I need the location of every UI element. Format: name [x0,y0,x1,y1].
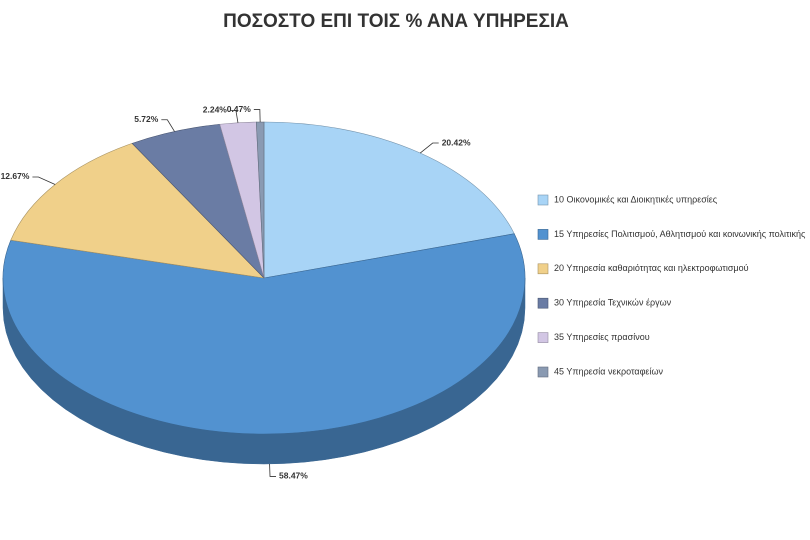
leader-line [32,176,56,185]
legend-swatch [537,332,549,343]
legend-swatch [537,297,549,309]
value-label: 20.42% [442,137,471,147]
value-label: 2.24% [203,105,228,115]
legend-label: 35 Υπηρεσίες πρασίνου [554,332,650,342]
legend-label: 10 Οικονομικές και Διοικητικές υπηρεσίες [554,194,718,204]
legend-swatch [537,229,549,240]
value-label: 5.72% [134,114,159,124]
value-label: 12.67% [1,171,30,181]
leader-line [161,119,175,132]
leader-line [269,463,277,477]
legend-swatch [537,194,549,206]
slice [263,121,515,279]
chart-title: ΠΟΣΟΣΤΟ ΕΠΙ ΤΟΙΣ % ΑΝΑ ΥΠΗΡΕΣΙΑ [223,11,569,32]
value-label: 0.47% [227,104,252,114]
legend-swatch [537,366,549,378]
legend-swatch [537,263,549,275]
leader-line [253,109,261,123]
legend-label: 15 Υπηρεσίες Πολιτισμού, Αθλητισμού και … [554,229,806,239]
legend-label: 30 Υπηρεσία Τεχνικών έργων [554,298,672,308]
legend-label: 20 Υπηρεσία καθαριότητας και ηλεκτροφωτι… [554,263,749,273]
leader-line [419,142,439,154]
slice [2,233,526,435]
legend-label: 45 Υπηρεσία νεκροταφείων [554,366,663,376]
leader-line [229,109,239,123]
value-label: 58.47% [279,471,308,481]
